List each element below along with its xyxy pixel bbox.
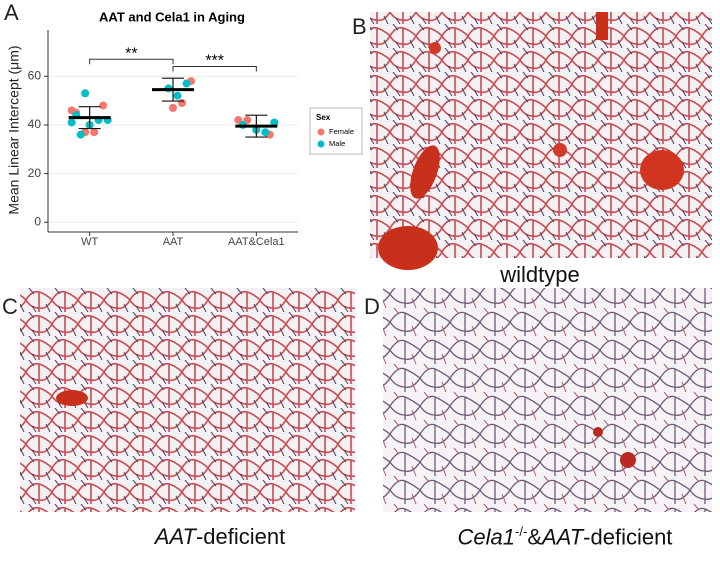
dot — [261, 128, 270, 137]
caption-part: & — [527, 524, 542, 550]
dot — [76, 130, 85, 139]
caption-part: AAT — [154, 524, 196, 549]
legend-label: Female — [329, 127, 354, 136]
image-c — [20, 288, 355, 512]
legend-title: Sex — [316, 113, 331, 122]
y-tick-label: 40 — [28, 117, 42, 131]
panel-label: B — [352, 14, 367, 39]
dot — [173, 91, 182, 100]
dot — [182, 79, 191, 88]
x-tick-label: WT — [81, 236, 98, 248]
caption-part: Cela1 — [457, 524, 516, 550]
y-tick-label: 0 — [34, 214, 41, 228]
caption: Cela1-/-&AAT-deficient — [420, 524, 710, 550]
significance-bracket — [172, 66, 257, 72]
legend-marker — [317, 140, 325, 148]
significance-label: *** — [205, 53, 224, 70]
caption-part: -/- — [515, 524, 528, 539]
caption-part: -deficient — [583, 524, 673, 550]
dot — [270, 118, 279, 127]
image-d — [383, 288, 712, 512]
dot — [169, 103, 177, 112]
caption-part: AAT — [542, 524, 584, 550]
image-b — [370, 12, 712, 270]
panel-label: D — [364, 294, 380, 319]
significance-label: ** — [125, 45, 137, 62]
legend-label: Male — [329, 139, 345, 148]
caption: AAT-deficient — [100, 524, 340, 550]
caption-part: -deficient — [195, 524, 286, 549]
chart: AAT and Cela1 in Aging Mean Linear Inter… — [6, 9, 363, 248]
dot — [67, 118, 76, 127]
dot — [81, 89, 90, 98]
dot — [178, 99, 186, 108]
panel-label: A — [4, 0, 19, 25]
x-tick-label: AAT&Cela1 — [228, 236, 285, 248]
significance-bracket — [89, 58, 174, 65]
dot — [99, 101, 108, 110]
y-axis-label: Mean Linear Intercept (μm) — [6, 45, 22, 214]
panel-label: C — [2, 294, 18, 319]
y-tick-label: 20 — [28, 166, 42, 180]
caption: wildtype — [500, 262, 580, 287]
legend-marker — [317, 128, 325, 136]
x-tick-label: AAT — [163, 236, 184, 248]
chart-title: AAT and Cela1 in Aging — [99, 9, 245, 24]
dot — [90, 128, 99, 137]
y-tick-label: 60 — [28, 68, 42, 82]
